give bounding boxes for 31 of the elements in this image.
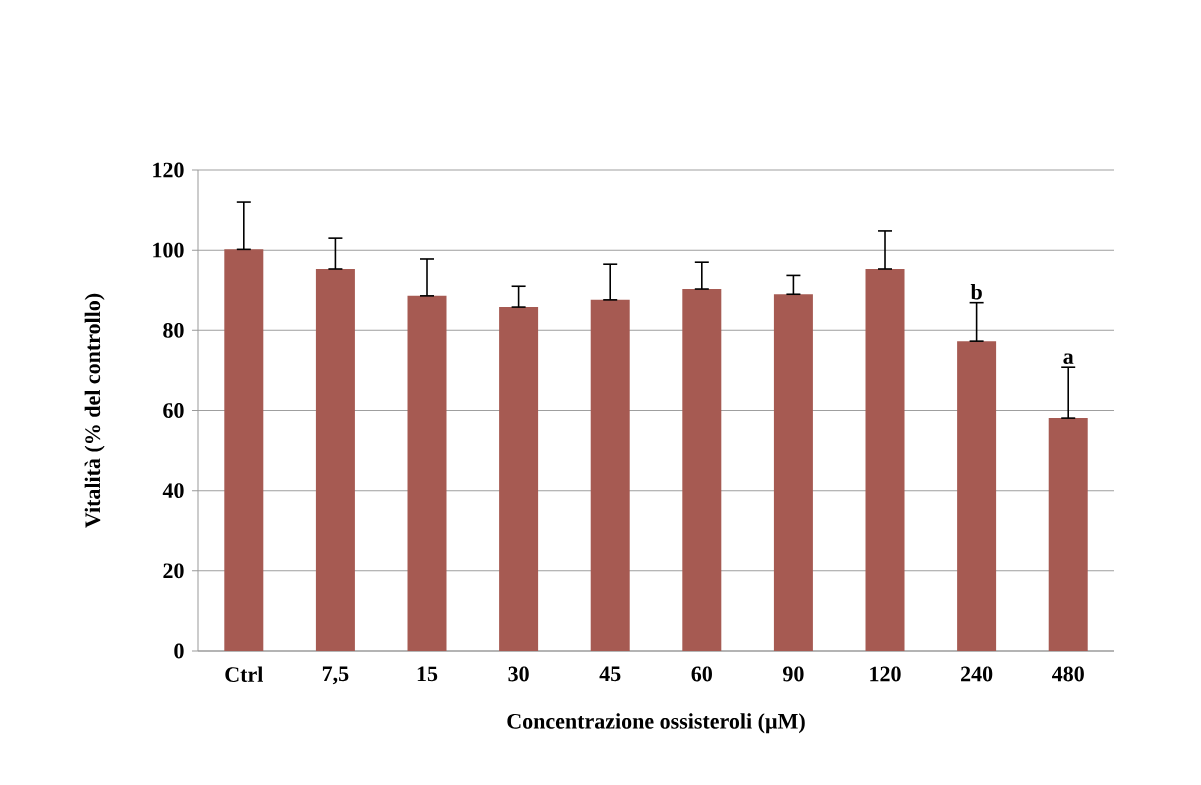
y-tick-label: 100 xyxy=(153,242,184,258)
y-tick-label: 80 xyxy=(163,322,184,338)
x-tick-label: 30 xyxy=(508,666,529,682)
bar xyxy=(590,299,630,651)
annotation: b xyxy=(970,284,982,300)
bar xyxy=(224,249,264,651)
bar xyxy=(407,295,447,651)
x-tick-label: Ctrl xyxy=(225,666,263,683)
x-tick-label: 7,5 xyxy=(322,666,349,685)
x-tick-label: 240 xyxy=(961,666,993,682)
y-axis-title: Vitalità (% del controllo) xyxy=(84,293,105,528)
x-tick-label: 480 xyxy=(1052,666,1084,682)
x-tick-label: 15 xyxy=(417,666,438,682)
x-tick-label: 90 xyxy=(783,666,804,682)
y-tick-label: 0 xyxy=(174,643,184,659)
bar xyxy=(1048,418,1088,651)
x-tick-label: 60 xyxy=(691,666,712,682)
annotation: a xyxy=(1063,353,1074,365)
y-tick-label: 60 xyxy=(163,403,184,418)
y-tick-label: 20 xyxy=(163,563,184,579)
bar xyxy=(682,289,722,651)
bar xyxy=(773,294,813,651)
x-tick-label: 120 xyxy=(870,666,901,682)
x-axis-title: Concentrazione ossisteroli (µM) xyxy=(507,713,805,734)
y-tick-label: 40 xyxy=(162,483,184,499)
bar xyxy=(865,269,905,651)
bar xyxy=(957,341,997,651)
y-tick-label: 120 xyxy=(153,162,184,178)
bar xyxy=(499,307,539,651)
bar xyxy=(315,269,355,651)
x-tick-label: 45 xyxy=(599,666,621,682)
